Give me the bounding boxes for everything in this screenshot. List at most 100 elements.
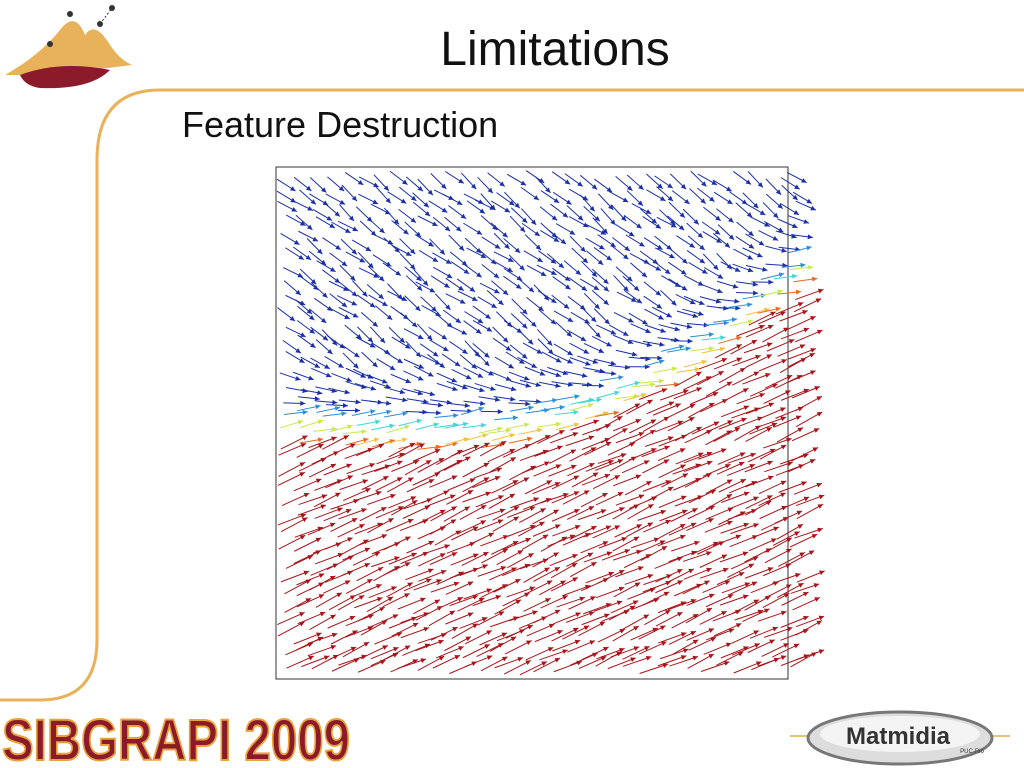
arrow-head xyxy=(480,505,487,510)
arrow-head xyxy=(643,614,649,620)
arrow-head xyxy=(756,252,763,258)
arrow-head xyxy=(581,372,588,378)
arrow-head xyxy=(497,426,503,432)
arrow-head xyxy=(377,567,384,572)
arrow-head xyxy=(728,628,735,634)
vector-arrow xyxy=(388,552,417,565)
arrow-head xyxy=(322,292,328,298)
vector-arrow xyxy=(613,582,641,598)
arrow-head xyxy=(359,524,365,529)
vector-arrow xyxy=(615,432,645,444)
arrow-head xyxy=(505,376,512,381)
arrow-head xyxy=(816,620,822,626)
arrow-head xyxy=(800,357,807,363)
arrow-head xyxy=(577,215,584,221)
arrow-head xyxy=(303,492,310,498)
arrow-head xyxy=(477,318,484,324)
arrow-head xyxy=(723,320,729,326)
arrow-head xyxy=(785,563,791,569)
vector-arrow xyxy=(658,464,686,479)
arrow-head xyxy=(295,375,301,381)
arrow-head xyxy=(777,289,783,295)
arrow-head xyxy=(706,460,713,466)
arrow-head xyxy=(780,407,786,413)
vector-arrow xyxy=(581,613,610,626)
vector-arrow xyxy=(626,522,654,538)
arrow-head xyxy=(673,381,680,387)
arrow-head xyxy=(551,215,558,221)
arrow-head xyxy=(717,273,724,279)
arrow-head xyxy=(475,247,482,254)
arrow-head xyxy=(816,396,822,401)
arrow-head xyxy=(295,289,301,296)
arrow-head xyxy=(599,244,605,250)
arrow-head xyxy=(482,433,488,439)
arrow-head xyxy=(516,275,523,281)
arrow-head xyxy=(474,351,480,357)
arrow-head xyxy=(600,509,607,514)
arrow-head xyxy=(677,420,684,426)
arrow-head xyxy=(385,261,392,267)
arrow-head xyxy=(454,655,460,660)
arrow-head xyxy=(334,492,341,498)
vector-arrow xyxy=(550,562,578,579)
arrow-head xyxy=(620,453,627,458)
arrow-head xyxy=(472,553,479,559)
arrow-head xyxy=(767,475,774,481)
arrow-head xyxy=(550,298,557,303)
lab-logo: Matmidia PUC-Rio xyxy=(790,710,1010,766)
arrow-head xyxy=(434,449,441,454)
vector-arrow xyxy=(592,474,621,490)
arrow-head xyxy=(602,541,609,546)
arrow-head xyxy=(708,628,715,633)
arrow-head xyxy=(590,447,597,452)
arrow-head xyxy=(364,547,371,553)
arrow-head xyxy=(575,269,581,275)
arrow-head xyxy=(669,253,675,259)
arrow-head xyxy=(788,339,795,344)
arrow-head xyxy=(449,494,456,500)
vector-arrow xyxy=(795,395,823,412)
vector-arrow xyxy=(280,570,310,583)
arrow-head xyxy=(796,510,803,516)
arrow-head xyxy=(694,540,700,546)
arrow-head xyxy=(467,490,474,495)
vector-arrow xyxy=(609,456,637,472)
arrow-head xyxy=(291,207,297,212)
arrow-head xyxy=(351,518,358,523)
vector-arrow xyxy=(748,538,777,552)
arrow-head xyxy=(550,258,557,264)
vector-arrow xyxy=(368,586,397,599)
arrow-head xyxy=(608,459,614,465)
vector-arrow xyxy=(489,567,517,581)
arrow-head xyxy=(753,496,759,502)
arrow-head xyxy=(745,179,752,185)
arrow-head xyxy=(324,364,330,369)
arrow-head xyxy=(501,656,508,662)
arrow-head xyxy=(346,463,352,469)
arrow-head xyxy=(655,223,662,229)
arrow-head xyxy=(810,316,816,321)
arrow-head xyxy=(343,435,349,440)
arrow-head xyxy=(492,224,498,231)
vector-arrow xyxy=(759,444,787,460)
arrow-head xyxy=(326,215,333,221)
arrow-head xyxy=(392,614,399,619)
arrow-head xyxy=(338,185,345,192)
arrow-head xyxy=(692,639,699,645)
vector-arrow xyxy=(278,442,307,456)
arrow-head xyxy=(402,179,408,185)
arrow-head xyxy=(777,227,784,233)
arrow-head xyxy=(711,180,717,185)
arrow-head xyxy=(462,384,468,390)
arrow-head xyxy=(341,411,347,417)
arrow-head xyxy=(585,361,591,366)
arrow-head xyxy=(636,298,642,304)
arrow-head xyxy=(815,298,822,304)
arrow-head xyxy=(419,443,425,449)
vector-arrow xyxy=(428,610,456,627)
vector-arrow xyxy=(314,479,343,491)
arrow-head xyxy=(754,425,761,431)
arrow-head xyxy=(355,399,361,405)
arrow-head xyxy=(453,581,460,587)
